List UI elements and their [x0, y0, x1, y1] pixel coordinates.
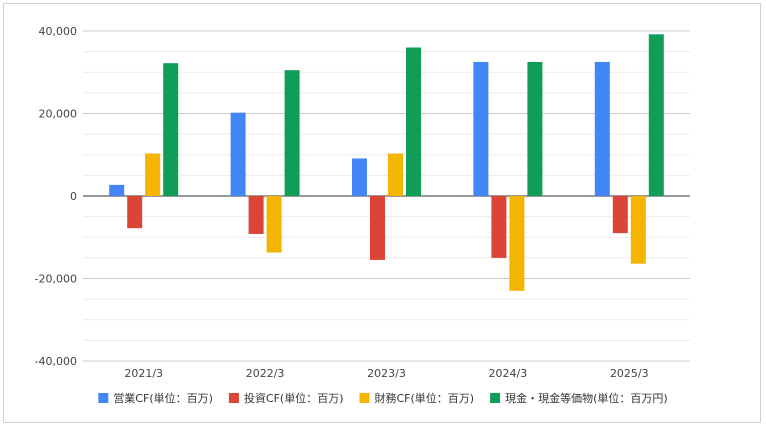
legend-label: 投資CF(単位：百万) — [244, 391, 344, 405]
bar — [648, 34, 664, 196]
x-tick-label: 2023/3 — [367, 367, 406, 380]
legend: 営業CF(単位：百万) 投資CF(単位：百万) 財務CF(単位：百万) 現金・現金等価… — [98, 391, 668, 405]
legend-swatch — [98, 393, 109, 403]
legend-label: 営業CF(単位：百万) — [113, 391, 213, 405]
bar — [509, 196, 525, 291]
bar — [473, 61, 489, 196]
bar — [527, 61, 543, 196]
legend-swatch — [490, 393, 501, 403]
y-tick-label: -40,000 — [35, 355, 77, 368]
bar — [630, 196, 646, 264]
bar — [388, 153, 403, 196]
bar — [109, 184, 125, 196]
y-tick-label: 20,000 — [39, 108, 78, 121]
bar — [352, 158, 367, 196]
bar — [612, 196, 628, 234]
bar — [127, 196, 143, 229]
bar — [406, 47, 421, 196]
legend-swatch — [359, 393, 370, 403]
bar — [163, 63, 179, 196]
x-tick-label: 2022/3 — [246, 367, 285, 380]
legend-label: 現金・現金等価物(単位：百万円) — [505, 391, 668, 405]
bar — [594, 61, 610, 196]
bar — [491, 196, 507, 258]
x-tick-label: 2021/3 — [124, 367, 163, 380]
y-tick-label: -20,000 — [35, 273, 77, 286]
x-tick-label: 2025/3 — [610, 367, 649, 380]
y-tick-label: 40,000 — [39, 25, 78, 38]
y-tick-label: 0 — [70, 190, 77, 203]
bar — [145, 153, 161, 196]
bar — [248, 196, 264, 234]
legend-label: 財務CF(単位：百万) — [375, 391, 475, 405]
bar — [230, 112, 246, 196]
x-tick-label: 2024/3 — [489, 367, 528, 380]
bar — [266, 196, 282, 253]
bar — [370, 196, 385, 260]
bar — [284, 70, 300, 196]
legend-swatch — [228, 393, 239, 403]
